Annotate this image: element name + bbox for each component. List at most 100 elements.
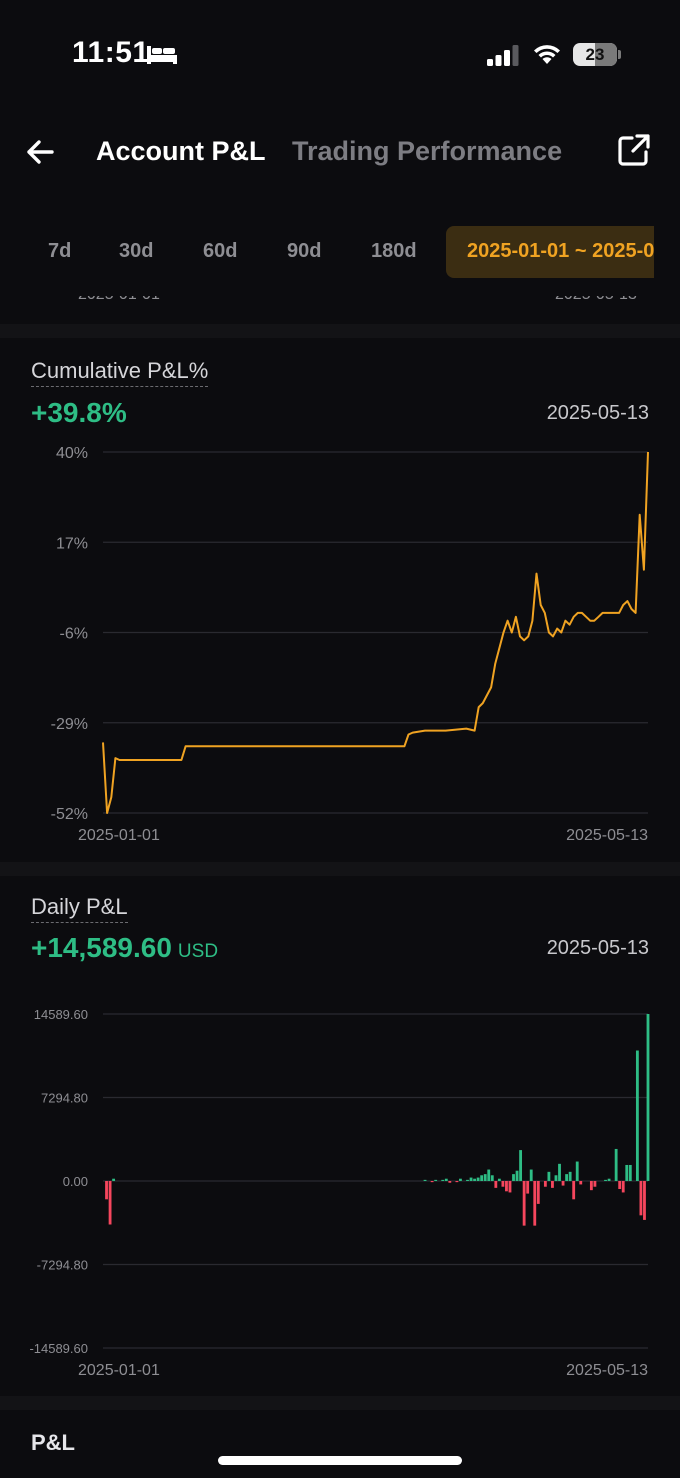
cumulative-pnl-title[interactable]: Cumulative P&L% bbox=[31, 358, 209, 387]
daily-pnl-bar bbox=[494, 1181, 498, 1188]
daily-pnl-bar bbox=[505, 1181, 508, 1192]
signal-icon bbox=[487, 45, 519, 66]
daily-pnl-bar bbox=[430, 1181, 434, 1183]
daily-pnl-bar bbox=[558, 1163, 561, 1181]
daily-pnl-bar bbox=[547, 1171, 551, 1181]
daily-x-end-label: 2025-05-13 bbox=[566, 1362, 648, 1379]
daily-pnl-bar bbox=[533, 1181, 537, 1226]
section-divider bbox=[0, 324, 680, 338]
daily-pnl-bar bbox=[508, 1181, 512, 1193]
daily-pnl-bar bbox=[646, 1014, 650, 1181]
daily-pnl-bar bbox=[621, 1181, 625, 1193]
daily-pnl-bar bbox=[487, 1169, 491, 1181]
daily-y-tick-label: 7294.80 bbox=[41, 1091, 88, 1106]
daily-pnl-bar bbox=[497, 1178, 501, 1181]
daily-pnl-bar bbox=[501, 1181, 505, 1187]
daily-pnl-bar bbox=[444, 1178, 448, 1181]
daily-pnl-bar bbox=[459, 1178, 462, 1181]
cumulative-pnl-chart[interactable]: 40% 17% -6% -29% -52% 2025-01-01 2025-05-13 bbox=[0, 430, 680, 850]
range-custom-selected[interactable]: 2025-01-01 ~ 2025-05-13 bbox=[446, 226, 654, 278]
daily-pnl-bar bbox=[522, 1181, 526, 1226]
daily-pnl-bar bbox=[575, 1161, 579, 1181]
daily-pnl-bar bbox=[529, 1169, 533, 1181]
pnl-section-title: P&L bbox=[31, 1430, 75, 1455]
daily-pnl-title[interactable]: Daily P&L bbox=[31, 894, 128, 923]
daily-y-tick-label: -7294.80 bbox=[37, 1258, 88, 1273]
daily-pnl-bar bbox=[441, 1179, 445, 1181]
daily-pnl-bar bbox=[423, 1179, 427, 1181]
cumulative-pnl-value: +39.8% bbox=[31, 397, 127, 428]
cumulative-x-start-label: 2025-01-01 bbox=[78, 827, 160, 844]
daily-pnl-bar bbox=[543, 1181, 547, 1187]
daily-pnl-date: 2025-05-13 bbox=[546, 937, 649, 959]
cumulative-pnl-date: 2025-05-13 bbox=[546, 402, 649, 424]
cumulative-y-tick-label: -6% bbox=[60, 626, 88, 643]
cumulative-y-tick-label: -52% bbox=[51, 806, 88, 823]
daily-pnl-bar bbox=[628, 1164, 632, 1181]
daily-pnl-bar bbox=[607, 1178, 611, 1181]
daily-pnl-bar bbox=[604, 1179, 607, 1181]
daily-pnl-bar bbox=[469, 1177, 473, 1181]
scrolled-start-date: 2025-01-01 bbox=[78, 296, 174, 304]
daily-pnl-bar bbox=[635, 1050, 639, 1181]
section-divider bbox=[0, 862, 680, 876]
daily-x-start-label: 2025-01-01 bbox=[78, 1362, 160, 1379]
cumulative-pnl-line bbox=[102, 451, 649, 814]
cumulative-y-tick-label: 17% bbox=[56, 535, 88, 552]
daily-pnl-bar bbox=[519, 1150, 523, 1181]
daily-pnl-bar bbox=[639, 1181, 643, 1216]
daily-pnl-bar bbox=[618, 1181, 622, 1190]
wifi-icon bbox=[534, 45, 560, 64]
daily-y-tick-label: -14589.60 bbox=[29, 1341, 88, 1356]
daily-y-tick-label: 0.00 bbox=[63, 1174, 88, 1189]
tab-account-pnl[interactable]: Account P&L bbox=[96, 136, 266, 166]
daily-pnl-bar bbox=[476, 1177, 480, 1181]
home-indicator[interactable] bbox=[218, 1456, 462, 1465]
tab-trading-performance[interactable]: Trading Performance bbox=[292, 136, 563, 166]
daily-pnl-bar bbox=[572, 1181, 576, 1200]
date-range-selector: 7d 30d 60d 90d 180d 2025-01-01 ~ 2025-05… bbox=[0, 224, 654, 280]
status-time: 11:51 bbox=[72, 36, 150, 69]
daily-pnl-bar bbox=[483, 1174, 487, 1181]
battery-level: 23 bbox=[585, 45, 605, 64]
range-7d[interactable]: 7d bbox=[48, 240, 72, 262]
battery-indicator: 23 bbox=[573, 43, 621, 66]
daily-pnl-bar bbox=[536, 1181, 540, 1204]
daily-pnl-bar bbox=[568, 1171, 572, 1181]
daily-pnl-bar bbox=[614, 1148, 618, 1181]
range-60d[interactable]: 60d bbox=[203, 240, 238, 262]
daily-pnl-bar bbox=[593, 1181, 597, 1187]
share-icon[interactable] bbox=[616, 132, 652, 168]
daily-pnl-bar bbox=[466, 1179, 469, 1181]
back-arrow-icon[interactable] bbox=[24, 136, 56, 168]
daily-pnl-bar bbox=[589, 1181, 593, 1191]
daily-pnl-bar bbox=[551, 1181, 554, 1188]
daily-pnl-bar bbox=[108, 1181, 112, 1225]
section-divider bbox=[0, 1396, 680, 1410]
range-180d[interactable]: 180d bbox=[371, 240, 417, 262]
daily-pnl-bar bbox=[554, 1175, 558, 1181]
daily-pnl-bar bbox=[434, 1179, 438, 1181]
daily-pnl-bar bbox=[512, 1174, 515, 1181]
daily-pnl-bar bbox=[643, 1181, 646, 1220]
nav-header: Account P&L Trading Performance bbox=[0, 120, 680, 184]
range-90d[interactable]: 90d bbox=[287, 240, 322, 262]
daily-pnl-bar bbox=[112, 1178, 116, 1181]
scrolled-end-date: 2025-05-13 bbox=[555, 296, 651, 304]
range-30d[interactable]: 30d bbox=[119, 240, 154, 262]
daily-pnl-bar bbox=[105, 1181, 108, 1200]
daily-pnl-bar bbox=[526, 1181, 530, 1194]
daily-pnl-chart[interactable]: 14589.60 7294.80 0.00 -7294.80 -14589.60 202… bbox=[0, 990, 680, 1380]
daily-pnl-bar bbox=[565, 1174, 569, 1181]
daily-pnl-bar bbox=[579, 1181, 583, 1185]
daily-pnl-bar bbox=[561, 1181, 565, 1186]
daily-pnl-bar bbox=[515, 1170, 519, 1181]
bed-icon bbox=[147, 46, 177, 64]
daily-pnl-bar bbox=[455, 1181, 459, 1183]
daily-pnl-value: +14,589.60 USD bbox=[31, 932, 219, 963]
daily-pnl-bar bbox=[448, 1181, 452, 1183]
daily-pnl-bar bbox=[625, 1164, 629, 1181]
cumulative-x-end-label: 2025-05-13 bbox=[566, 827, 648, 844]
status-bar: 11:51 23 bbox=[0, 0, 680, 100]
daily-y-tick-label: 14589.60 bbox=[34, 1007, 88, 1022]
